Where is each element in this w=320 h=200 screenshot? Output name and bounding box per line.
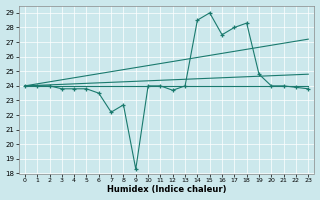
X-axis label: Humidex (Indice chaleur): Humidex (Indice chaleur) <box>107 185 226 194</box>
